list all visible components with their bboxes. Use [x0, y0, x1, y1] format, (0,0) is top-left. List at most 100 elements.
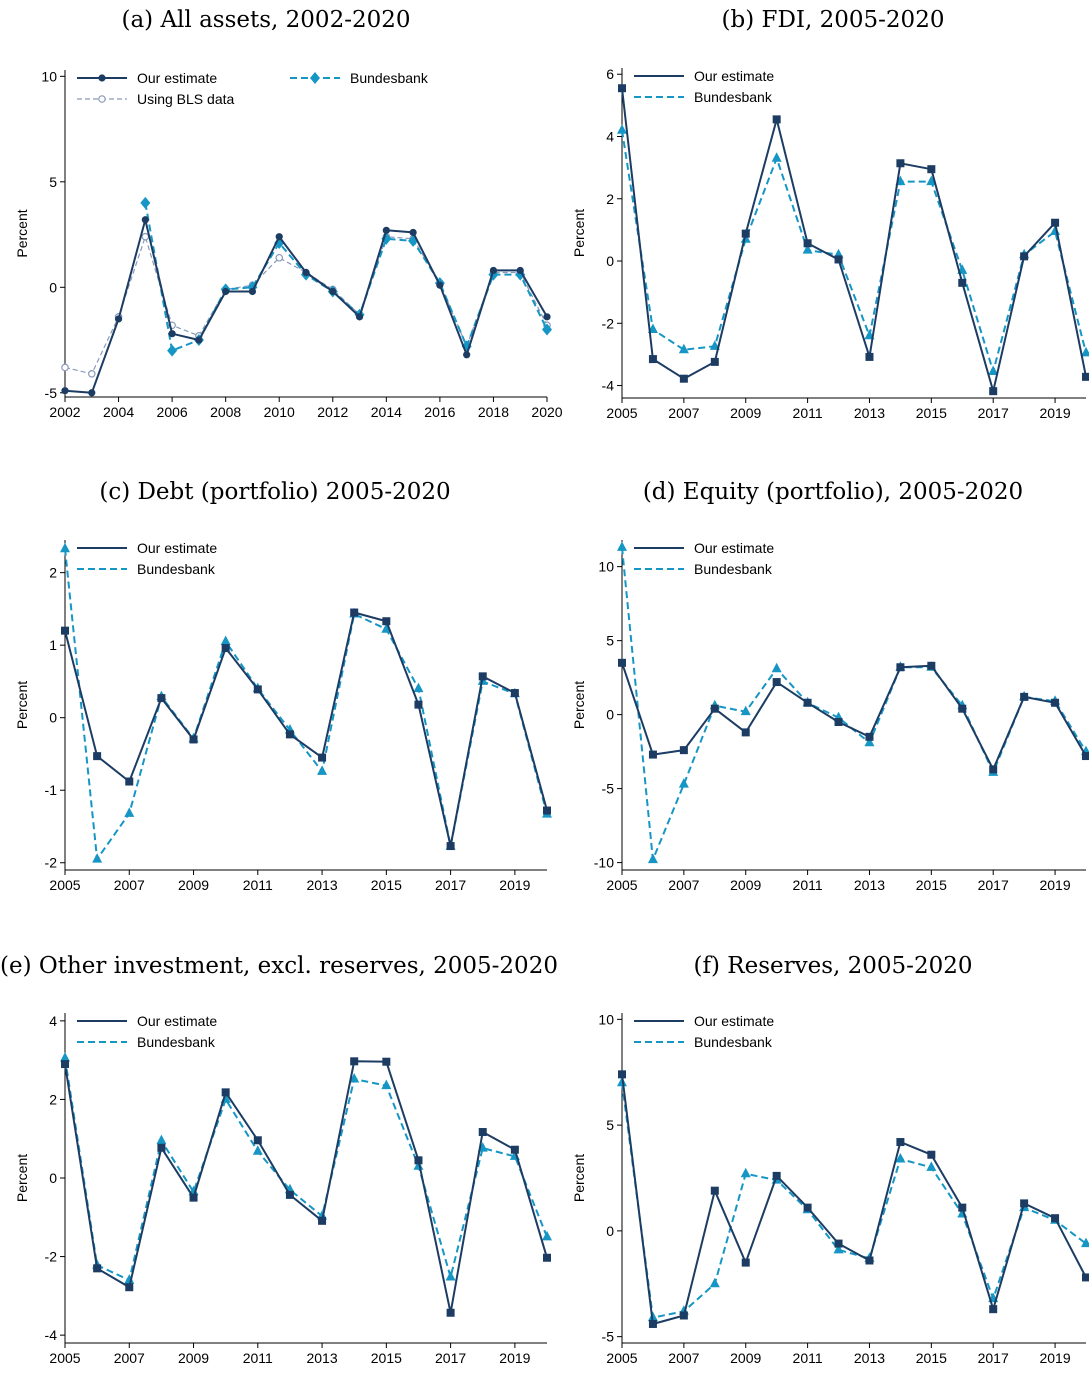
y-axis-label: Percent: [571, 681, 587, 729]
series-line: [621, 88, 1087, 393]
data-point: [648, 750, 657, 759]
x-tick-label: 2011: [793, 405, 823, 421]
x-tick-label: 2007: [114, 877, 145, 893]
data-point: [478, 1128, 487, 1137]
data-point: [285, 1190, 294, 1199]
data-point: [926, 175, 937, 186]
data-point: [350, 1057, 359, 1066]
y-tick-label: -2: [45, 855, 58, 871]
data-point: [803, 698, 812, 707]
data-point: [710, 704, 719, 713]
data-point: [114, 315, 123, 323]
legend-label: Using BLS data: [137, 91, 234, 107]
legend-label: Bundesbank: [137, 561, 216, 577]
y-axis-label: Percent: [14, 1154, 30, 1202]
data-point: [771, 152, 782, 162]
legend-marker: [98, 74, 106, 82]
x-tick-label: 2015: [371, 1350, 402, 1366]
data-point: [156, 1134, 167, 1145]
y-tick-label: 0: [49, 710, 57, 726]
data-point: [617, 124, 627, 134]
data-point: [772, 1171, 781, 1180]
legend: Our estimate Bundesbank: [77, 1013, 217, 1050]
chart-panel-5: (e) Other investment, excl. reserves, 20…: [0, 953, 558, 1366]
y-tick-label: 0: [606, 707, 614, 723]
series-line: [64, 548, 548, 861]
data-point: [302, 268, 310, 277]
x-tick-label: 2005: [606, 877, 637, 893]
data-point: [1082, 372, 1089, 381]
data-point: [382, 1057, 391, 1066]
data-point: [222, 287, 230, 296]
data-point: [543, 806, 551, 815]
series-estimate: [618, 658, 1089, 774]
y-tick-label: 1: [49, 637, 57, 653]
series-line: [621, 1074, 1087, 1325]
data-point: [989, 387, 998, 396]
data-point: [349, 1073, 360, 1083]
data-point: [189, 735, 198, 744]
series-line: [64, 218, 548, 394]
x-tick-label: 2009: [730, 877, 761, 893]
y-tick-label: 5: [606, 633, 614, 649]
series-bundesbank: [60, 1052, 552, 1284]
data-point: [618, 84, 626, 93]
x-tick-label: 2012: [317, 404, 348, 420]
panel-title: (f) Reserves, 2005-2020: [694, 953, 973, 979]
data-point: [157, 694, 166, 703]
legend: Our estimate Bundesbank: [634, 540, 774, 577]
data-point: [542, 1230, 552, 1241]
y-tick-label: 5: [606, 1117, 614, 1133]
x-tick-label: 2011: [793, 1350, 823, 1366]
data-point: [543, 313, 551, 321]
x-tick-label: 2013: [854, 877, 885, 893]
x-tick-label: 2009: [730, 1350, 761, 1366]
y-tick-label: -5: [602, 1329, 615, 1345]
x-tick-label: 2005: [49, 877, 80, 893]
x-tick-label: 2010: [264, 404, 295, 420]
x-tick-label: 2015: [916, 877, 947, 893]
data-point: [510, 1145, 519, 1154]
data-point: [710, 357, 719, 366]
data-point: [446, 1308, 455, 1317]
legend: Our estimate Bundesbank: [634, 1013, 774, 1050]
legend: Our estimate Bundesbank: [77, 540, 217, 577]
x-tick-label: 2013: [306, 877, 337, 893]
data-point: [93, 752, 102, 761]
data-point: [248, 287, 257, 296]
y-tick-label: 4: [49, 1013, 57, 1029]
data-point: [317, 765, 328, 775]
y-tick-label: -5: [602, 781, 615, 797]
data-point: [409, 228, 417, 237]
x-tick-label: 2016: [424, 404, 455, 420]
x-tick-label: 2019: [1039, 877, 1070, 893]
data-point: [413, 682, 424, 693]
data-point: [141, 216, 149, 224]
data-point: [1020, 252, 1029, 261]
series-estimate: [61, 1057, 551, 1317]
legend-label: Our estimate: [694, 540, 774, 556]
data-point: [516, 266, 524, 275]
data-point: [329, 287, 337, 296]
y-axis-label: Percent: [571, 1154, 587, 1202]
legend-label: Our estimate: [694, 1013, 774, 1029]
data-point: [157, 1143, 166, 1152]
data-point: [125, 777, 134, 786]
data-point: [803, 1203, 812, 1212]
data-point: [285, 730, 294, 739]
data-point: [741, 728, 750, 737]
data-point: [61, 387, 69, 395]
y-tick-label: 0: [49, 279, 57, 295]
data-point: [896, 159, 905, 168]
data-point: [446, 842, 455, 851]
y-tick-label: 2: [49, 565, 57, 581]
data-point: [679, 1311, 688, 1320]
x-tick-label: 2013: [854, 405, 885, 421]
series-line: [621, 547, 1087, 861]
legend-label: Bundesbank: [694, 89, 773, 105]
x-tick-label: 2019: [499, 1350, 530, 1366]
x-tick-label: 2017: [435, 1350, 466, 1366]
legend: Our estimate Bundesbank Using BLS data: [77, 70, 429, 107]
series-estimate: [61, 216, 551, 397]
data-point: [679, 746, 688, 755]
